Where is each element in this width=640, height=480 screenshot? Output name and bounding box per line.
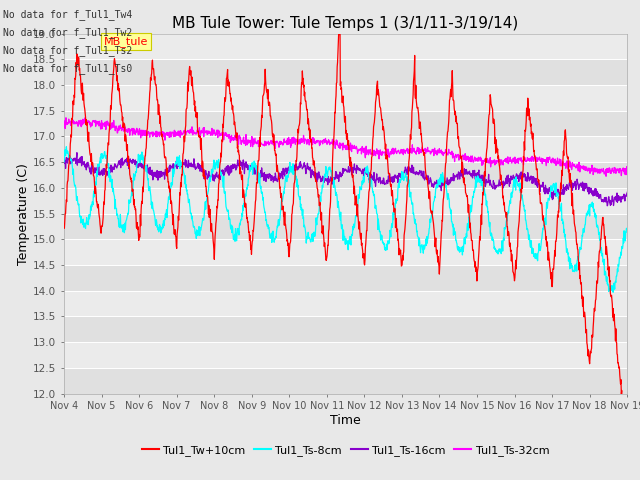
Title: MB Tule Tower: Tule Temps 1 (3/1/11-3/19/14): MB Tule Tower: Tule Temps 1 (3/1/11-3/19… bbox=[172, 16, 519, 31]
X-axis label: Time: Time bbox=[330, 414, 361, 427]
Legend: Tul1_Tw+10cm, Tul1_Ts-8cm, Tul1_Ts-16cm, Tul1_Ts-32cm: Tul1_Tw+10cm, Tul1_Ts-8cm, Tul1_Ts-16cm,… bbox=[138, 440, 554, 460]
Bar bbox=[64, 34, 627, 60]
Text: No data for f_Tul1_Ts0: No data for f_Tul1_Ts0 bbox=[3, 63, 132, 74]
Text: MB_tule: MB_tule bbox=[104, 36, 148, 47]
Y-axis label: Temperature (C): Temperature (C) bbox=[17, 163, 30, 264]
Text: No data for f_Tul1_Tw2: No data for f_Tul1_Tw2 bbox=[3, 27, 132, 38]
Bar bbox=[64, 368, 627, 394]
Bar bbox=[64, 240, 627, 265]
Text: No data for f_Tul1_Tw4: No data for f_Tul1_Tw4 bbox=[3, 9, 132, 20]
Bar bbox=[64, 85, 627, 111]
Bar bbox=[64, 111, 627, 136]
Bar bbox=[64, 316, 627, 342]
Bar bbox=[64, 188, 627, 214]
Bar bbox=[64, 136, 627, 162]
Bar bbox=[64, 291, 627, 316]
Bar bbox=[64, 265, 627, 291]
Bar bbox=[64, 342, 627, 368]
Bar bbox=[64, 214, 627, 240]
Bar bbox=[64, 60, 627, 85]
Bar bbox=[64, 162, 627, 188]
Text: No data for f_Tul1_Ts2: No data for f_Tul1_Ts2 bbox=[3, 45, 132, 56]
